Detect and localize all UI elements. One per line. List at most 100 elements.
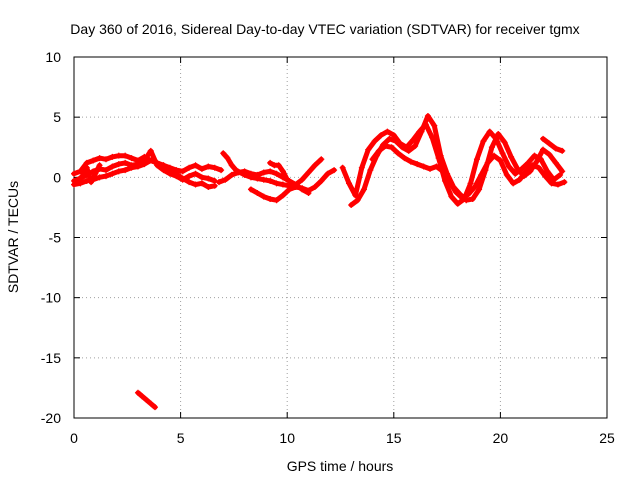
x-axis-label: GPS time / hours [287,458,394,474]
data-point [369,156,376,163]
data-point [533,158,540,165]
data-point [275,162,282,169]
data-point [147,400,154,407]
data-point [488,144,495,151]
data-point [134,389,141,396]
data-point [371,138,378,145]
data-point [386,135,393,142]
data-point [405,147,412,154]
data-points [71,112,568,411]
data-point [134,163,141,170]
data-point [160,162,167,169]
data-point [279,181,286,188]
data-point [267,195,274,202]
data-point [192,162,199,169]
data-point [354,197,361,204]
data-point [305,187,312,194]
data-point [143,396,150,403]
data-point [254,171,261,178]
data-point [495,131,502,138]
x-tick-label: 15 [386,430,402,446]
data-point [503,171,510,178]
data-point [235,169,242,176]
data-point [173,170,180,177]
data-point [505,163,512,170]
data-point [96,174,103,181]
data-point [559,147,566,154]
y-tick-label: -5 [49,230,62,246]
data-point [499,150,506,157]
data-point [311,183,318,190]
data-point [260,193,267,200]
data-point [540,135,547,142]
data-point [254,189,261,196]
data-point [414,161,421,168]
data-point [260,176,267,183]
data-point [71,170,77,177]
data-point [358,164,365,171]
data-point [501,139,508,146]
data-point [375,147,382,154]
data-point [115,161,122,168]
data-point [508,153,515,160]
data-point [115,168,122,175]
data-point [454,200,461,207]
data-point [218,167,225,174]
data-point [431,122,438,129]
data-point [166,167,173,174]
data-point [384,128,391,135]
data-point [531,152,538,159]
data-point [480,138,487,145]
data-point [305,169,312,176]
data-point [102,156,109,163]
data-point [71,181,77,188]
series-track-9 [267,159,291,183]
data-point [516,176,523,183]
data-point [224,155,231,162]
data-point [92,170,99,177]
data-point [546,140,553,147]
x-tick-label: 0 [70,430,78,446]
data-point [542,173,549,180]
data-point [273,197,280,204]
data-point [141,161,148,168]
data-point [478,171,485,178]
data-point [192,181,199,188]
y-tick-label: -20 [41,410,61,426]
axis-ticks: 0 5 10 15 20 25 -20 -15 -10 -5 0 5 10 [41,49,615,446]
data-point [286,186,293,193]
data-point [446,177,453,184]
data-point [544,168,551,175]
data-point [198,174,205,181]
data-point [331,167,338,174]
data-point [128,164,135,171]
data-point [83,164,90,171]
data-point [467,180,474,187]
data-point [554,181,561,188]
data-point [122,152,129,159]
data-point [497,157,504,164]
data-point [147,147,154,154]
data-point [339,164,346,171]
data-point [102,173,109,180]
data-point [522,168,529,175]
data-point [382,143,389,150]
data-point [469,195,476,202]
data-point [459,194,466,201]
data-point [128,155,135,162]
data-point [318,156,325,163]
data-point [557,171,564,178]
data-point [247,170,254,177]
data-point [205,163,212,170]
data-point [284,176,291,183]
series-band [220,150,324,189]
data-point [279,192,286,199]
data-point [512,170,519,177]
data-point [228,171,235,178]
data-point [352,192,359,199]
data-point [152,404,159,411]
x-tick-label: 20 [493,430,509,446]
data-point [561,179,568,186]
data-point [448,193,455,200]
data-point [198,165,205,172]
